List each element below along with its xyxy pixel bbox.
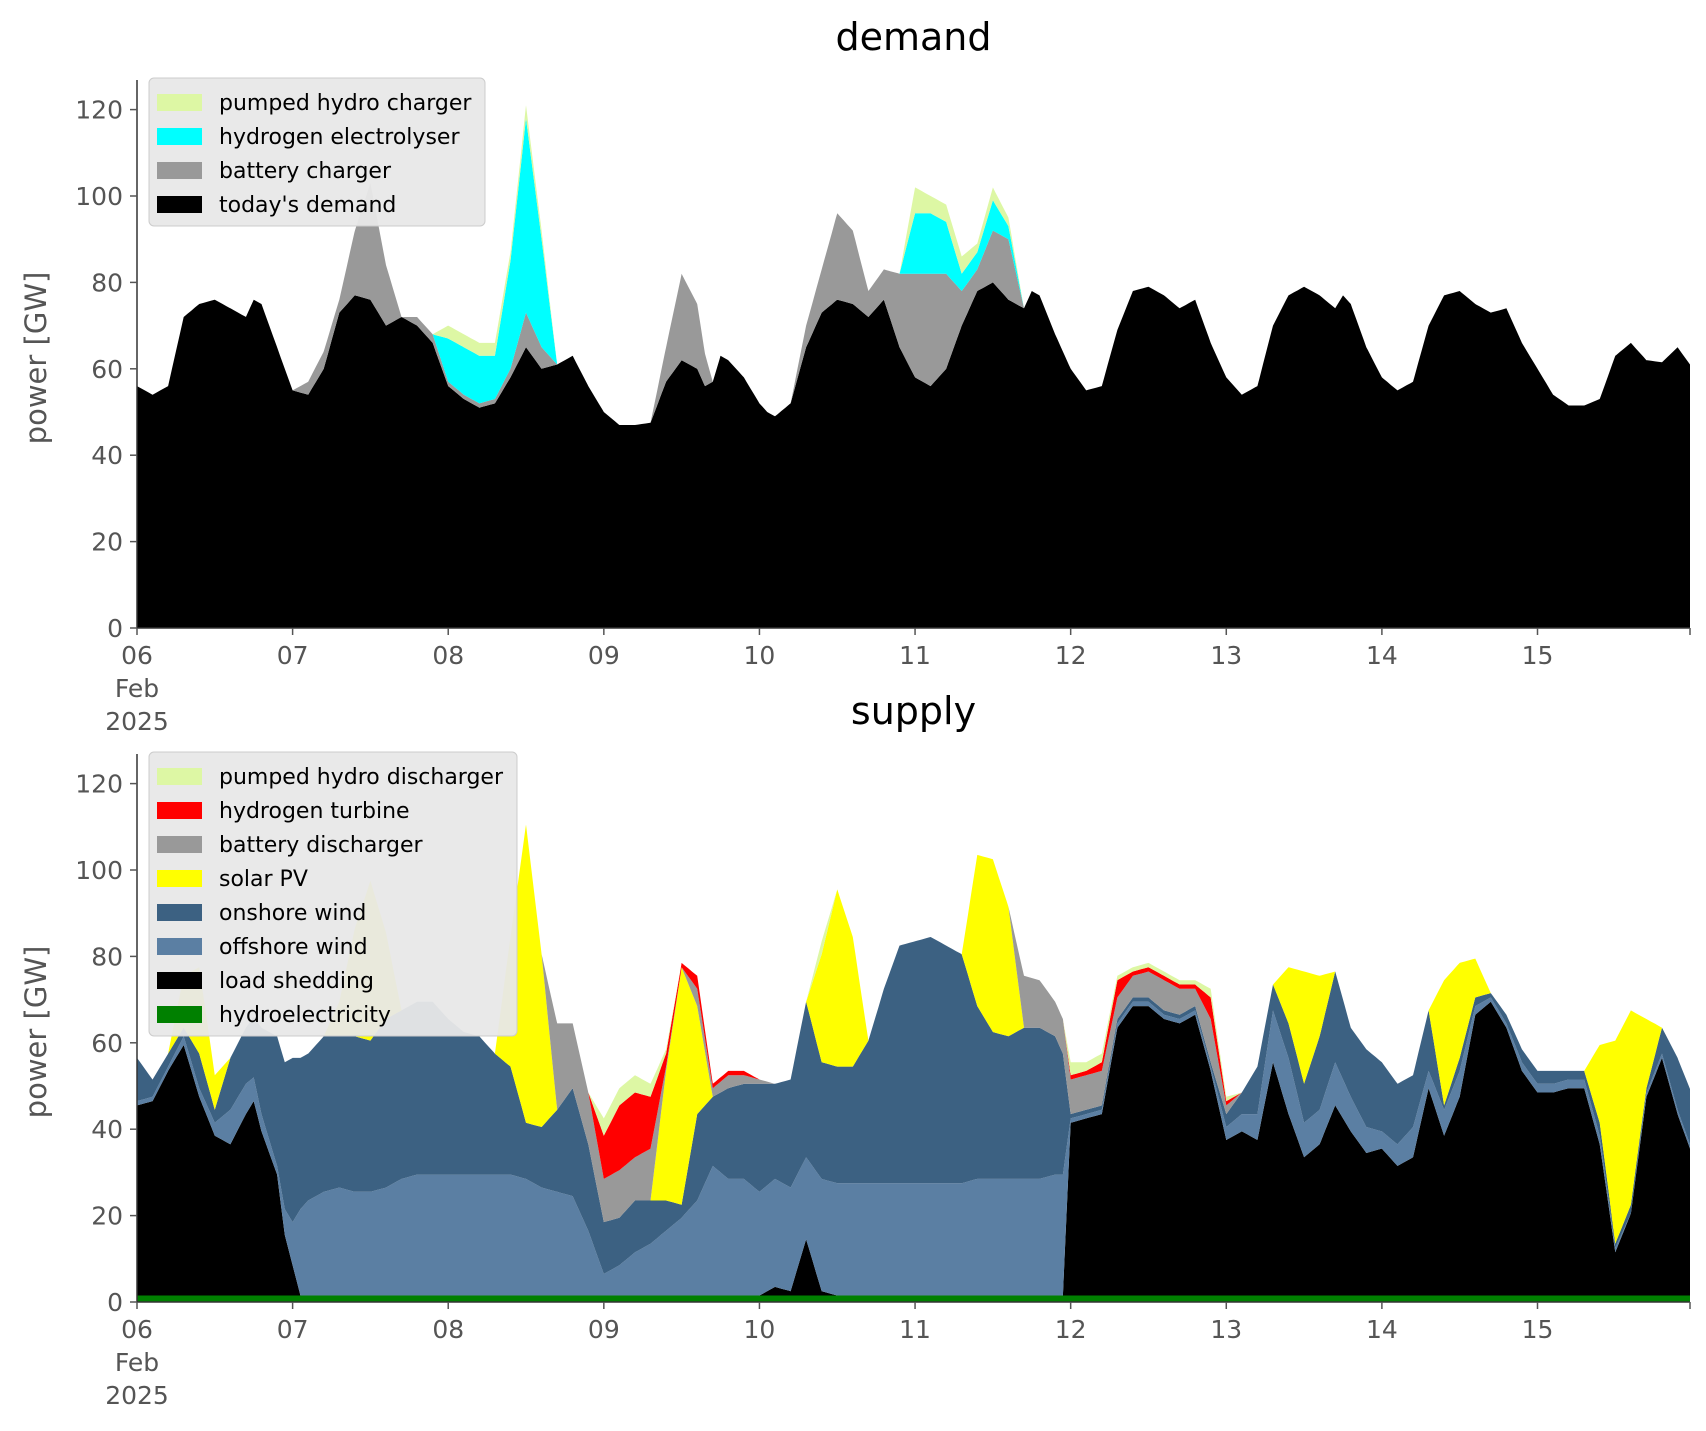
x-tick-label: Feb [115, 674, 159, 703]
x-tick-label: Feb [115, 1348, 159, 1377]
legend-swatch [157, 904, 202, 921]
x-tick-label: 14 [1366, 1315, 1398, 1344]
legend-swatch [157, 768, 202, 785]
legend-swatch [157, 836, 202, 853]
x-tick-label: 2025 [105, 1381, 169, 1410]
legend-entry: load shedding [219, 969, 374, 994]
legend-box [148, 751, 518, 1037]
chart-panel-0: 0 20 40 60 80 100 120 06 Feb 2025 07 08 09 10 11 12 13 14… [19, 15, 1691, 736]
y-tick-label: 60 [91, 1029, 123, 1058]
y-tick-label: 0 [107, 1288, 123, 1317]
legend-swatch [157, 128, 202, 145]
y-tick-label: 40 [91, 441, 123, 470]
x-tick-label: 06 [121, 641, 153, 670]
chart-panel-1: 0 20 40 60 80 100 120 06 Feb 2025 07 08 09 10 11 12 13 14… [19, 689, 1691, 1410]
area-today-s-demand [137, 282, 1690, 628]
legend-entry: hydroelectricity [219, 1003, 391, 1028]
legend-swatch [157, 162, 202, 179]
y-tick-label: 20 [91, 1202, 123, 1231]
area-hydrogen-electrolyser [137, 118, 1690, 425]
x-tick-label: 13 [1210, 641, 1242, 670]
x-tick-label: 12 [1055, 1315, 1087, 1344]
legend-entry: hydrogen electrolyser [219, 125, 460, 150]
area-load-shedding [137, 1001, 1690, 1296]
x-tick-label: 2025 [105, 707, 169, 736]
y-tick-label: 100 [75, 182, 123, 211]
x-tick-label: 11 [899, 1315, 931, 1344]
legend-swatch [157, 1006, 202, 1023]
x-tick-label: 10 [744, 1315, 776, 1344]
legend-entry: today's demand [219, 193, 396, 218]
legend-entry: solar PV [219, 867, 308, 892]
y-tick-label: 0 [107, 614, 123, 643]
y-axis-label: power [GW] [19, 946, 53, 1119]
legend-entry: pumped hydro discharger [219, 765, 504, 790]
area-onshore-wind [137, 937, 1690, 1274]
legend-entry: battery charger [219, 159, 392, 184]
area-offshore-wind [137, 997, 1690, 1296]
legend-entry: offshore wind [219, 935, 368, 960]
legend-swatch [157, 196, 202, 213]
chart-title: demand [835, 15, 991, 59]
x-tick-label: 15 [1522, 1315, 1554, 1344]
y-tick-label: 80 [91, 268, 123, 297]
area-solar-pv [137, 824, 1690, 1244]
y-tick-label: 120 [75, 770, 123, 799]
y-tick-label: 80 [91, 942, 123, 971]
x-tick-label: 07 [277, 1315, 309, 1344]
legend-swatch [157, 802, 202, 819]
x-tick-label: 11 [899, 641, 931, 670]
x-tick-label: 07 [277, 641, 309, 670]
area-battery-charger [137, 183, 1690, 425]
y-tick-label: 20 [91, 528, 123, 557]
y-tick-label: 100 [75, 856, 123, 885]
legend-entry: battery discharger [219, 833, 424, 858]
legend-swatch [157, 972, 202, 989]
y-tick-label: 40 [91, 1115, 123, 1144]
legend-swatch [157, 870, 202, 887]
x-tick-label: 08 [432, 1315, 464, 1344]
x-tick-label: 15 [1522, 641, 1554, 670]
x-tick-label: 13 [1210, 1315, 1242, 1344]
legend-entry: pumped hydro charger [219, 91, 472, 116]
legend-swatch [157, 938, 202, 955]
legend-box [148, 77, 486, 227]
x-tick-label: 06 [121, 1315, 153, 1344]
x-tick-label: 09 [588, 641, 620, 670]
x-tick-label: 12 [1055, 641, 1087, 670]
x-tick-label: 14 [1366, 641, 1398, 670]
legend-entry: onshore wind [219, 901, 366, 926]
y-tick-label: 60 [91, 355, 123, 384]
y-tick-label: 120 [75, 96, 123, 125]
area-hydroelectricity [137, 1295, 1690, 1302]
legend-entry: hydrogen turbine [219, 799, 410, 824]
x-tick-label: 08 [432, 641, 464, 670]
legend-swatch [157, 94, 202, 111]
x-tick-label: 09 [588, 1315, 620, 1344]
chart-title: supply [851, 689, 976, 733]
x-tick-label: 10 [744, 641, 776, 670]
y-axis-label: power [GW] [19, 272, 53, 445]
